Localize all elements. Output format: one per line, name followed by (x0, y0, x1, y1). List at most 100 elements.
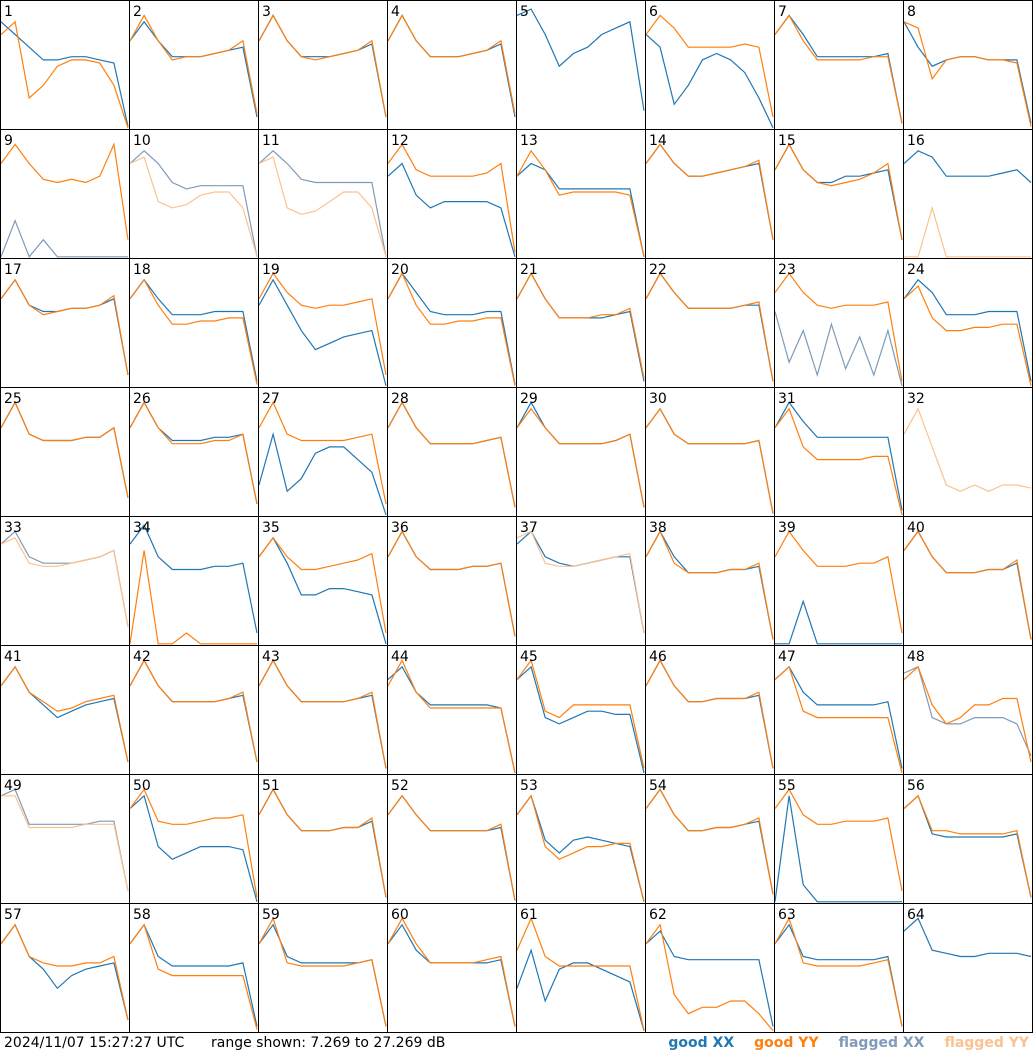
panel-number: 12 (391, 133, 409, 149)
panel (904, 21, 1032, 127)
panel-number: 19 (262, 262, 280, 278)
panel-number: 43 (262, 649, 280, 665)
spectrum-line (388, 272, 516, 386)
spectrum-line (517, 407, 645, 508)
panel-number: 16 (907, 133, 925, 149)
spectrum-line (388, 665, 516, 773)
spectrum-line (775, 14, 903, 124)
spectrum-line (259, 659, 387, 769)
panel-number: 22 (649, 262, 667, 278)
spectrum-line (130, 794, 258, 902)
spectrum-line (259, 916, 387, 1027)
spectrum-line (130, 523, 258, 634)
spectrum-line (646, 407, 774, 514)
spectrum-line (646, 14, 774, 118)
spectrum-line (775, 401, 903, 511)
panel-number: 31 (778, 391, 796, 407)
panel-number: 44 (391, 649, 409, 665)
spectrum-line (904, 205, 1031, 258)
spectrum-line (259, 401, 387, 505)
panel (775, 14, 903, 124)
panel-number: 37 (520, 520, 538, 536)
panel-number: 5 (520, 4, 529, 20)
panel (517, 794, 645, 902)
spectrum-line (259, 156, 387, 257)
spectrum-line (904, 530, 1032, 640)
panel-number: 57 (4, 907, 22, 923)
panel-number: 55 (778, 778, 796, 794)
spectrum-line (130, 923, 258, 1027)
panel (517, 8, 645, 111)
spectrum-line (259, 272, 387, 376)
panel-number: 41 (4, 649, 22, 665)
spectrum-line (1, 795, 129, 892)
spectrum-line (904, 21, 1032, 127)
panel (259, 536, 387, 644)
panel-number: 28 (391, 391, 409, 407)
spectrum-line (130, 659, 258, 763)
spectrum-line (1, 923, 129, 1021)
panel (130, 788, 258, 902)
panel-number: 26 (133, 391, 151, 407)
panel (388, 794, 516, 901)
spectrum-line (646, 272, 774, 382)
spectrum-line (388, 530, 516, 637)
panel (259, 916, 387, 1027)
panel (259, 149, 387, 257)
panel (904, 278, 1032, 386)
panel-number: 11 (262, 133, 280, 149)
panel (1, 665, 129, 763)
panel (775, 916, 903, 1027)
spectrum-line (646, 788, 774, 895)
panel (130, 923, 258, 1030)
panel (130, 149, 258, 257)
panel-number: 3 (262, 4, 271, 20)
panel-number: 9 (4, 133, 13, 149)
panel-number: 7 (778, 4, 787, 20)
spectrum-line (259, 14, 387, 118)
panel (259, 401, 387, 515)
panel (388, 143, 516, 257)
panel (130, 659, 258, 763)
spectrum-line (130, 550, 257, 645)
panel (1, 20, 129, 128)
spectrum-line (259, 431, 387, 515)
panel-number: 18 (133, 262, 151, 278)
panel-number: 17 (4, 262, 22, 278)
panel (646, 272, 774, 382)
panel-number: 38 (649, 520, 667, 536)
panel (130, 14, 258, 118)
spectrum-line (775, 599, 902, 645)
panel (1, 788, 129, 892)
spectrum-line (1, 142, 129, 240)
panel-number: 58 (133, 907, 151, 923)
legend-entry: good XX (668, 1035, 734, 1051)
spectrum-line (646, 143, 774, 240)
spectrum-line (775, 272, 903, 382)
spectrum-line (775, 665, 903, 773)
spectrum-line (775, 916, 903, 1027)
spectrum-line (904, 665, 1032, 763)
panel-number: 47 (778, 649, 796, 665)
panel (130, 523, 258, 645)
legend-entry: flagged YY (944, 1035, 1029, 1051)
panel (259, 659, 387, 769)
panel-number: 1 (4, 4, 13, 20)
panel-number: 51 (262, 778, 280, 794)
panel (388, 917, 516, 1027)
panel-number: 61 (520, 907, 538, 923)
spectrum-line (904, 407, 1032, 492)
legend-entry: good YY (754, 1035, 819, 1051)
panel (775, 272, 903, 386)
panel-number: 59 (262, 907, 280, 923)
spectrum-line (388, 659, 516, 773)
spectrum-line (388, 917, 516, 1027)
panel (388, 659, 516, 773)
panel (646, 923, 774, 1032)
spectrum-line (259, 536, 387, 634)
spectrum-line (904, 285, 1032, 386)
panel (646, 143, 774, 240)
spectrum-line (388, 14, 516, 114)
panel (646, 788, 774, 895)
